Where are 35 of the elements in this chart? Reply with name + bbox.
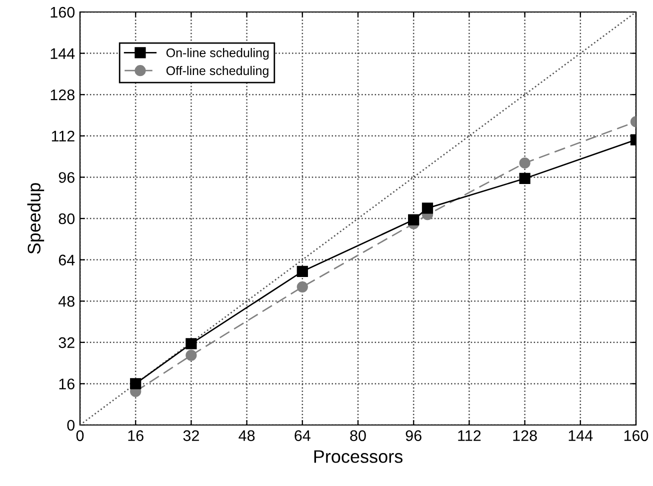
point [408,214,420,226]
point [519,157,530,169]
y-tick-label: 144 [50,48,75,59]
x-tick-label: 64 [294,430,310,442]
y-tick-label: 48 [58,296,74,307]
y-tick-label: 16 [59,378,74,390]
x-tick-label: 144 [568,430,593,441]
y-tick-label: 96 [58,172,74,183]
x-axis-title: Processors [314,450,402,463]
legend-label: On-line scheduling [166,48,269,60]
x-tick-label: 32 [183,430,199,442]
point [296,281,308,292]
y-tick-label: 112 [52,130,74,142]
x-tick-label: 96 [406,430,422,442]
legend-label: Off-line scheduling [166,66,268,78]
y-tick-label: 80 [58,213,75,224]
point [422,202,434,214]
point [130,378,142,390]
x-tick-label: 0 [76,430,84,442]
point [519,172,530,184]
y-axis-title: Speedup [27,183,44,254]
x-tick-label: 160 [624,430,648,442]
x-tick-label: 16 [128,430,144,442]
y-tick-label: 32 [58,337,74,348]
point [296,266,308,277]
y-tick-label: 64 [58,254,75,266]
x-tick-label: 128 [513,430,537,442]
x-tick-label: 112 [458,430,481,441]
x-tick-label: 80 [350,430,366,442]
y-tick-label: 128 [50,89,74,100]
x-tick-label: 48 [238,430,255,442]
point [186,350,197,361]
y-tick-label: 0 [67,420,75,431]
point [186,338,197,350]
y-tick-label: 160 [50,6,75,18]
